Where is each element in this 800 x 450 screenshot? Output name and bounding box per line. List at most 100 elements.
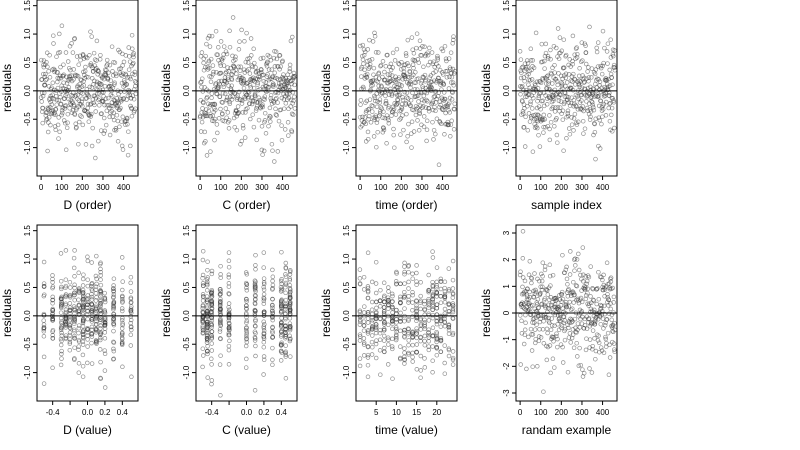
data-point bbox=[442, 291, 448, 297]
data-point bbox=[608, 37, 613, 42]
data-point bbox=[609, 317, 614, 323]
data-point bbox=[253, 318, 258, 324]
data-point bbox=[370, 344, 375, 350]
data-point bbox=[418, 353, 424, 359]
data-point bbox=[421, 75, 426, 80]
data-point bbox=[381, 338, 387, 343]
data-point bbox=[584, 336, 589, 341]
data-point bbox=[574, 45, 579, 50]
data-point bbox=[71, 304, 77, 309]
data-point bbox=[80, 363, 86, 369]
data-point bbox=[361, 342, 367, 347]
data-point bbox=[406, 263, 411, 268]
data-point bbox=[244, 336, 249, 341]
data-point bbox=[450, 258, 456, 264]
data-point bbox=[430, 358, 435, 363]
data-point bbox=[569, 95, 574, 100]
data-point bbox=[371, 72, 376, 77]
data-point bbox=[244, 320, 249, 325]
data-point bbox=[81, 307, 86, 313]
data-point bbox=[542, 296, 548, 301]
data-point bbox=[209, 381, 214, 387]
data-point bbox=[418, 368, 424, 373]
data-point bbox=[421, 124, 427, 130]
data-point bbox=[418, 322, 424, 327]
data-point bbox=[450, 277, 456, 283]
data-point bbox=[262, 118, 268, 123]
data-point bbox=[106, 70, 111, 75]
data-point bbox=[85, 333, 90, 338]
data-point bbox=[74, 124, 79, 130]
data-point bbox=[274, 95, 279, 101]
data-point bbox=[450, 332, 456, 338]
data-point bbox=[446, 56, 452, 61]
data-point bbox=[253, 93, 258, 99]
data-point bbox=[72, 290, 77, 296]
data-point bbox=[373, 322, 379, 327]
x-axis-label: C (value) bbox=[222, 423, 271, 437]
data-point bbox=[548, 47, 553, 53]
data-point bbox=[54, 54, 59, 59]
data-point bbox=[121, 78, 127, 83]
data-point bbox=[431, 127, 437, 133]
data-point bbox=[587, 24, 592, 30]
data-point bbox=[283, 297, 289, 303]
data-point bbox=[578, 295, 584, 301]
data-point bbox=[380, 125, 386, 130]
data-point bbox=[245, 80, 251, 85]
data-point bbox=[241, 85, 247, 91]
data-point bbox=[111, 339, 116, 345]
data-point bbox=[408, 103, 413, 108]
data-point bbox=[112, 60, 118, 65]
data-point bbox=[223, 49, 229, 54]
data-point bbox=[85, 258, 91, 264]
data-point bbox=[249, 53, 254, 58]
data-point bbox=[438, 293, 443, 299]
data-point bbox=[424, 97, 429, 103]
data-point bbox=[57, 50, 63, 55]
data-point bbox=[430, 370, 435, 375]
data-point bbox=[426, 289, 431, 295]
data-point bbox=[72, 285, 77, 291]
data-point bbox=[271, 84, 276, 89]
data-point bbox=[402, 327, 407, 333]
data-point bbox=[265, 59, 270, 65]
data-point bbox=[434, 96, 439, 102]
data-point bbox=[598, 63, 603, 69]
data-point bbox=[577, 84, 583, 89]
data-point bbox=[218, 323, 223, 328]
data-point bbox=[380, 130, 386, 135]
data-point bbox=[51, 66, 56, 72]
data-point bbox=[591, 105, 596, 110]
data-point bbox=[289, 111, 295, 117]
data-point bbox=[209, 341, 214, 346]
data-point bbox=[98, 266, 103, 272]
data-point bbox=[218, 63, 223, 68]
data-point bbox=[128, 143, 133, 149]
data-point bbox=[406, 294, 411, 299]
x-tick-label: 300 bbox=[575, 183, 589, 192]
data-point bbox=[560, 344, 565, 350]
data-point bbox=[532, 271, 537, 276]
data-point bbox=[202, 129, 208, 135]
data-point bbox=[393, 77, 399, 83]
data-point bbox=[80, 122, 86, 128]
plot-frame bbox=[355, 224, 458, 402]
data-point bbox=[553, 296, 558, 301]
data-point bbox=[268, 57, 274, 63]
data-point bbox=[450, 303, 456, 308]
data-point bbox=[410, 276, 415, 281]
data-point bbox=[226, 69, 232, 74]
data-point bbox=[273, 112, 279, 117]
data-point bbox=[588, 109, 594, 114]
data-point bbox=[94, 318, 99, 324]
data-point bbox=[426, 344, 431, 349]
data-point bbox=[226, 301, 232, 306]
data-point bbox=[76, 361, 82, 366]
data-point bbox=[270, 148, 275, 153]
data-point bbox=[595, 338, 601, 343]
data-point bbox=[279, 340, 284, 345]
data-point bbox=[248, 36, 254, 41]
data-point bbox=[433, 69, 438, 74]
data-point bbox=[423, 77, 429, 83]
